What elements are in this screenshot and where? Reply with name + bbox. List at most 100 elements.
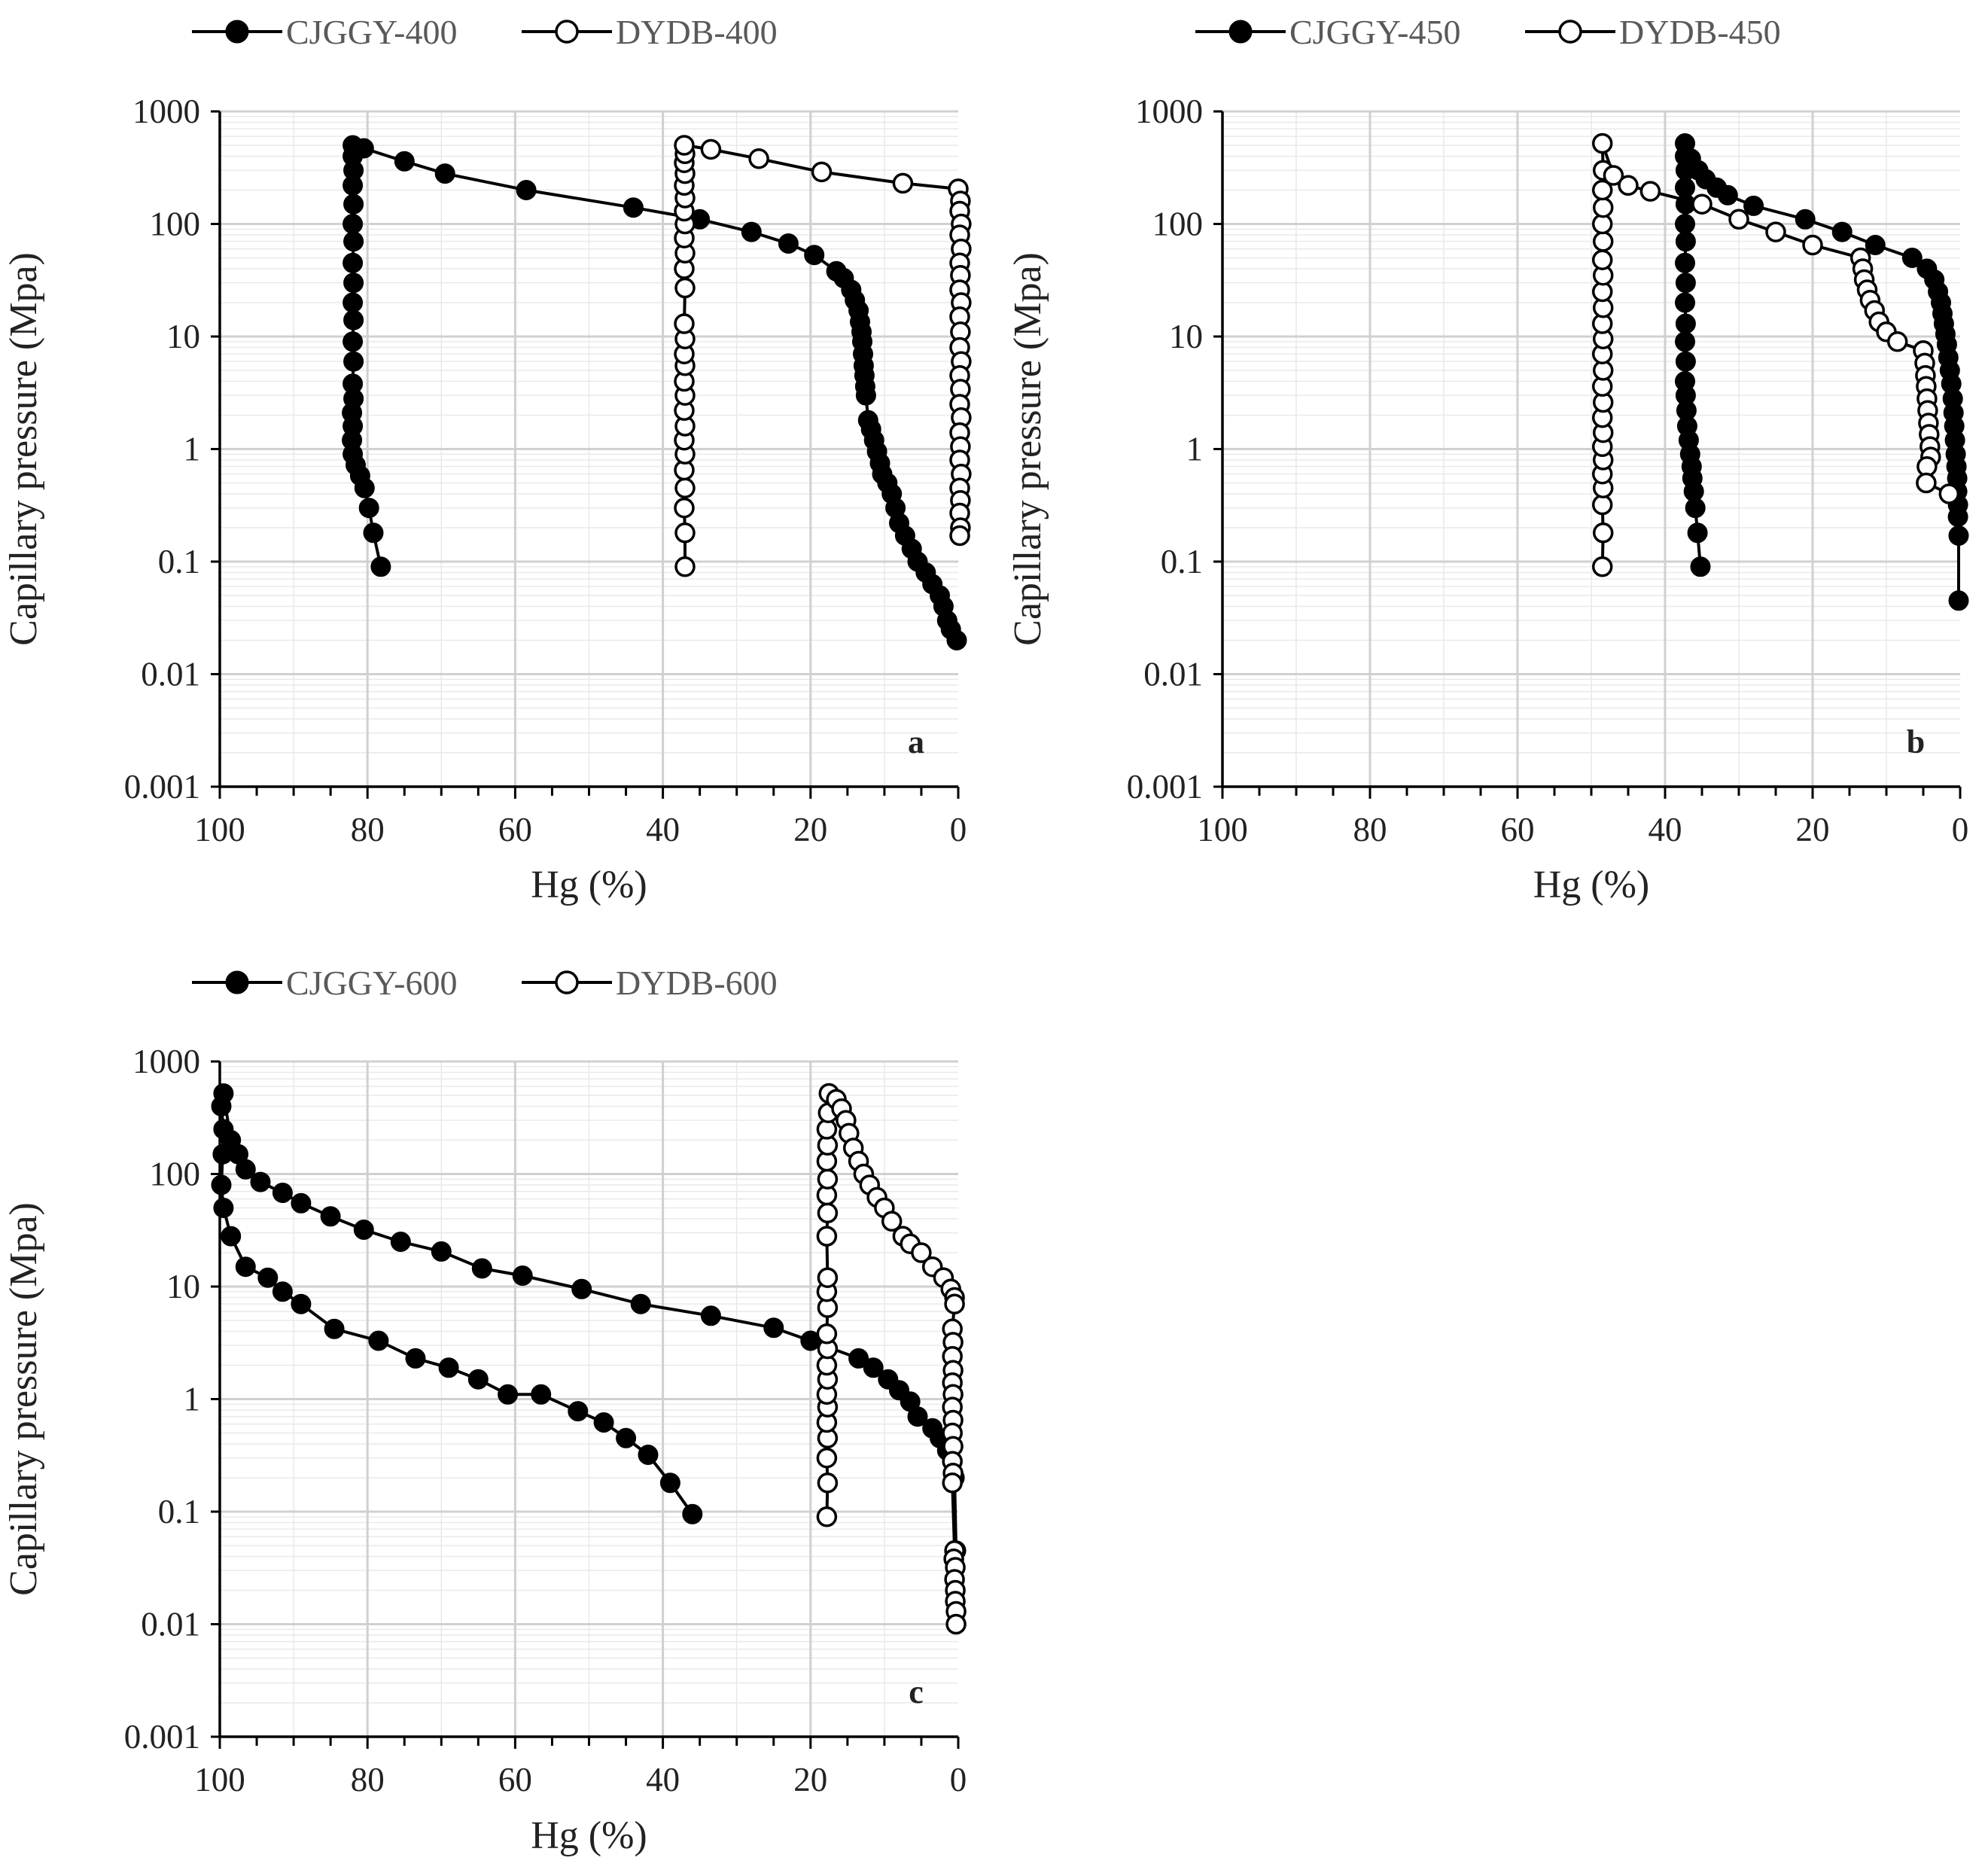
series-line xyxy=(1600,142,1950,567)
legend-label: DYDB-400 xyxy=(616,13,778,51)
y-tick-label: 1 xyxy=(184,431,201,468)
data-point xyxy=(1591,494,1613,516)
y-tick-label: 10 xyxy=(166,318,200,355)
data-point xyxy=(257,1267,279,1288)
data-point xyxy=(1592,230,1614,252)
data-point xyxy=(1675,252,1695,273)
data-point xyxy=(438,1357,459,1378)
data-point xyxy=(342,373,364,394)
data-point xyxy=(659,1473,680,1494)
x-tick-label: 20 xyxy=(1796,811,1830,848)
x-tick-label: 0 xyxy=(950,1761,967,1798)
data-point xyxy=(1691,193,1712,215)
data-point xyxy=(1675,231,1696,252)
x-tick-label: 20 xyxy=(793,1761,827,1798)
data-point xyxy=(1865,235,1886,255)
data-point xyxy=(1743,195,1764,216)
data-point xyxy=(816,1323,838,1345)
data-point xyxy=(1947,507,1968,527)
series-DYDB-400 xyxy=(674,135,972,577)
data-point xyxy=(394,151,415,172)
y-tick-label: 0.1 xyxy=(158,543,200,580)
data-point xyxy=(911,1242,932,1263)
data-point xyxy=(1948,590,1969,611)
y-tick-label: 10 xyxy=(1169,318,1203,355)
data-point xyxy=(1591,132,1613,154)
data-point xyxy=(1675,177,1695,198)
data-point xyxy=(1675,331,1695,352)
x-tick-label: 100 xyxy=(194,811,245,848)
series-DYDB-450 xyxy=(1591,132,1960,577)
data-point xyxy=(405,1348,426,1369)
data-point xyxy=(1639,181,1661,202)
y-tick-label: 0.001 xyxy=(124,1718,200,1756)
data-point xyxy=(1916,472,1937,494)
data-point xyxy=(949,525,970,547)
legend: CJGGY-450 DYDB-450 xyxy=(1195,13,1781,51)
data-point xyxy=(1948,525,1969,546)
data-point xyxy=(1675,214,1695,234)
data-point xyxy=(1675,273,1696,294)
data-point xyxy=(368,1330,389,1351)
legend-label: DYDB-450 xyxy=(1619,13,1781,51)
data-point xyxy=(434,163,455,184)
y-axis-title: Capillary pressure (Mpa) xyxy=(2,252,45,646)
data-point xyxy=(1591,249,1613,270)
data-point xyxy=(881,1211,903,1232)
y-tick-label: 1 xyxy=(1186,431,1204,468)
y-tick-label: 10 xyxy=(166,1268,200,1305)
data-point xyxy=(342,331,364,352)
data-point xyxy=(945,1613,967,1635)
x-tick-label: 60 xyxy=(1501,811,1535,848)
series-CJGGY-600 xyxy=(211,1083,967,1561)
legend-entry: CJGGY-400 xyxy=(192,13,457,51)
data-point xyxy=(674,477,696,499)
y-tick-label: 100 xyxy=(150,1156,201,1193)
data-point xyxy=(324,1318,345,1339)
data-point xyxy=(944,1293,965,1314)
data-point xyxy=(682,1503,703,1524)
y-tick-label: 0.01 xyxy=(141,656,200,693)
data-point xyxy=(817,1267,839,1288)
y-axis-title: Capillary pressure (Mpa) xyxy=(1006,252,1049,646)
data-point xyxy=(211,1174,232,1195)
y-axis-title: Capillary pressure (Mpa) xyxy=(2,1202,45,1596)
legend: CJGGY-600 DYDB-600 xyxy=(192,964,778,1002)
x-tick-label: 20 xyxy=(793,811,827,848)
legend-entry: DYDB-600 xyxy=(522,964,778,1002)
legend-label: CJGGY-600 xyxy=(286,964,457,1002)
x-tick-label: 100 xyxy=(194,1761,245,1798)
data-point xyxy=(763,1317,784,1339)
y-tick-label: 0.1 xyxy=(1161,543,1203,580)
legend-marker xyxy=(555,20,579,44)
data-point xyxy=(471,1258,492,1279)
panel-label: c xyxy=(909,1674,924,1710)
data-point xyxy=(1618,175,1639,196)
data-point xyxy=(817,1168,839,1190)
chart-panel-a: 100 80 60 40 20 0 1000 100 10 1 0.1 0.01 0.001 Hg (%)… xyxy=(2,13,972,906)
x-tick-label: 60 xyxy=(498,811,532,848)
data-point xyxy=(1591,556,1613,577)
data-point xyxy=(1690,556,1711,577)
data-point xyxy=(342,214,364,234)
data-point xyxy=(1886,331,1908,352)
legend: CJGGY-400 DYDB-400 xyxy=(192,13,778,51)
data-point xyxy=(353,1220,374,1240)
data-point xyxy=(674,522,696,544)
data-point xyxy=(1901,248,1923,268)
series-line xyxy=(682,143,963,567)
x-tick-label: 40 xyxy=(646,811,680,848)
data-point xyxy=(942,1473,963,1494)
chart-panel-c: 100 80 60 40 20 0 1000 100 10 1 0.1 0.01 0.001 Hg (%)… xyxy=(2,964,967,1857)
data-point xyxy=(358,498,379,519)
data-point xyxy=(817,1473,839,1494)
y-tick-label: 1 xyxy=(184,1381,201,1418)
data-point xyxy=(343,309,364,330)
legend-entry: DYDB-400 xyxy=(522,13,778,51)
data-point xyxy=(498,1384,519,1405)
x-axis-title: Hg (%) xyxy=(531,1814,647,1857)
series-CJGGY-400 xyxy=(342,135,967,650)
series-DYDB-600 xyxy=(816,1083,967,1635)
data-point xyxy=(390,1232,411,1252)
